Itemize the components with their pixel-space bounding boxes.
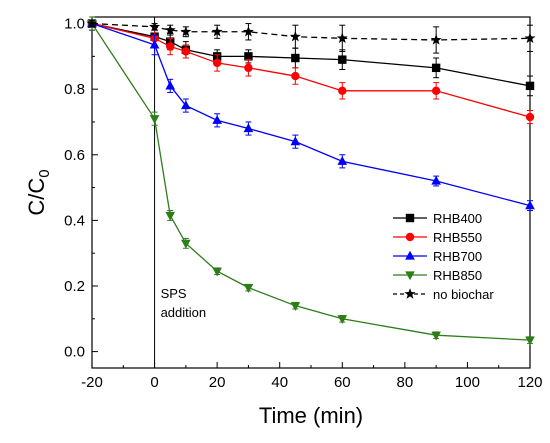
legend-label: RHB400 <box>433 211 482 226</box>
legend-item: no biochar <box>393 287 494 302</box>
annotation-addition: addition <box>161 305 207 320</box>
data-point <box>291 53 300 63</box>
data-point <box>525 336 535 346</box>
data-point <box>525 200 535 210</box>
data-point <box>166 42 175 51</box>
x-tick-label: 100 <box>455 374 480 391</box>
data-point <box>180 25 192 37</box>
data-point <box>405 213 415 223</box>
legend-item: RHB700 <box>393 249 482 264</box>
series-line <box>91 22 531 207</box>
data-point <box>244 52 253 61</box>
data-point <box>338 55 347 64</box>
data-point <box>165 211 176 221</box>
data-point <box>430 34 442 45</box>
y-tick-label: 1.0 <box>64 16 85 33</box>
x-tick-label: 60 <box>334 374 351 391</box>
legend-label: RHB850 <box>433 268 482 283</box>
data-point <box>405 232 415 242</box>
data-point <box>337 156 348 165</box>
series-rhb700 <box>87 16 535 212</box>
data-point <box>291 71 300 81</box>
y-tick-label: 0.4 <box>64 212 85 229</box>
annotation-sps: SPS <box>161 286 187 301</box>
series-line <box>91 22 531 118</box>
series-line <box>91 22 531 41</box>
data-point <box>212 58 222 68</box>
x-tick-label: 20 <box>209 374 226 391</box>
data-point <box>211 25 223 37</box>
data-point <box>165 80 176 90</box>
legend-item: RHB850 <box>393 268 482 283</box>
data-point <box>242 25 254 37</box>
data-point <box>290 136 301 146</box>
x-tick-label: 40 <box>271 374 288 391</box>
data-point <box>524 32 536 44</box>
data-point <box>431 86 441 96</box>
data-point <box>338 86 347 96</box>
data-point <box>181 100 191 110</box>
data-point <box>431 63 441 73</box>
plot-frame <box>91 16 531 369</box>
series-rhb850 <box>87 16 535 346</box>
data-point <box>290 302 301 311</box>
x-tick-label: 80 <box>397 374 414 391</box>
data-point <box>405 250 415 260</box>
legend-item: RHB550 <box>393 230 482 245</box>
axis-ticks: -20 0 20 40 60 80 100 120 0.0 0.2 0.4 0.6 0.8 1.0 <box>64 16 542 391</box>
data-point <box>243 284 254 293</box>
data-point <box>404 288 416 299</box>
x-tick-label: 120 <box>517 374 542 391</box>
data-point <box>336 32 348 44</box>
data-point <box>212 115 222 124</box>
x-tick-label: 0 <box>150 374 158 391</box>
data-point <box>337 315 348 325</box>
y-tick-label: 0.8 <box>64 81 85 98</box>
series-line <box>91 22 531 87</box>
legend-label: RHB550 <box>433 230 482 245</box>
data-point <box>244 63 253 73</box>
y-axis-title-main: C/C <box>24 178 49 216</box>
data-point <box>164 24 176 35</box>
y-tick-label: 0.2 <box>64 278 85 295</box>
data-point <box>181 47 191 56</box>
y-tick-label: 0.6 <box>64 147 85 164</box>
x-tick-label: -20 <box>81 374 103 391</box>
data-point <box>149 21 161 32</box>
data-point <box>149 115 160 124</box>
data-point <box>431 331 441 341</box>
data-point <box>86 17 98 29</box>
series-group <box>86 16 536 346</box>
data-point <box>212 267 222 277</box>
data-point <box>405 271 415 281</box>
data-point <box>289 30 301 42</box>
series-line <box>91 23 531 341</box>
legend-item: RHB400 <box>393 211 482 226</box>
data-point <box>149 39 160 49</box>
legend-label: RHB700 <box>433 249 482 264</box>
data-point <box>525 81 535 91</box>
series-no-biochar <box>86 17 536 54</box>
legend-label: no biochar <box>433 287 494 302</box>
y-tick-label: 0.0 <box>64 344 85 361</box>
y-axis-title: C/C0 <box>24 169 53 215</box>
y-axis-title-subscript: 0 <box>36 169 53 177</box>
legend: RHB400 RHB550 RHB700 RHB850 no biochar <box>393 211 494 302</box>
data-point <box>431 175 441 185</box>
data-point <box>525 112 535 122</box>
data-point <box>243 123 254 133</box>
x-axis-title: Time (min) <box>259 403 363 428</box>
plot-border <box>91 16 531 369</box>
data-point <box>181 239 191 249</box>
